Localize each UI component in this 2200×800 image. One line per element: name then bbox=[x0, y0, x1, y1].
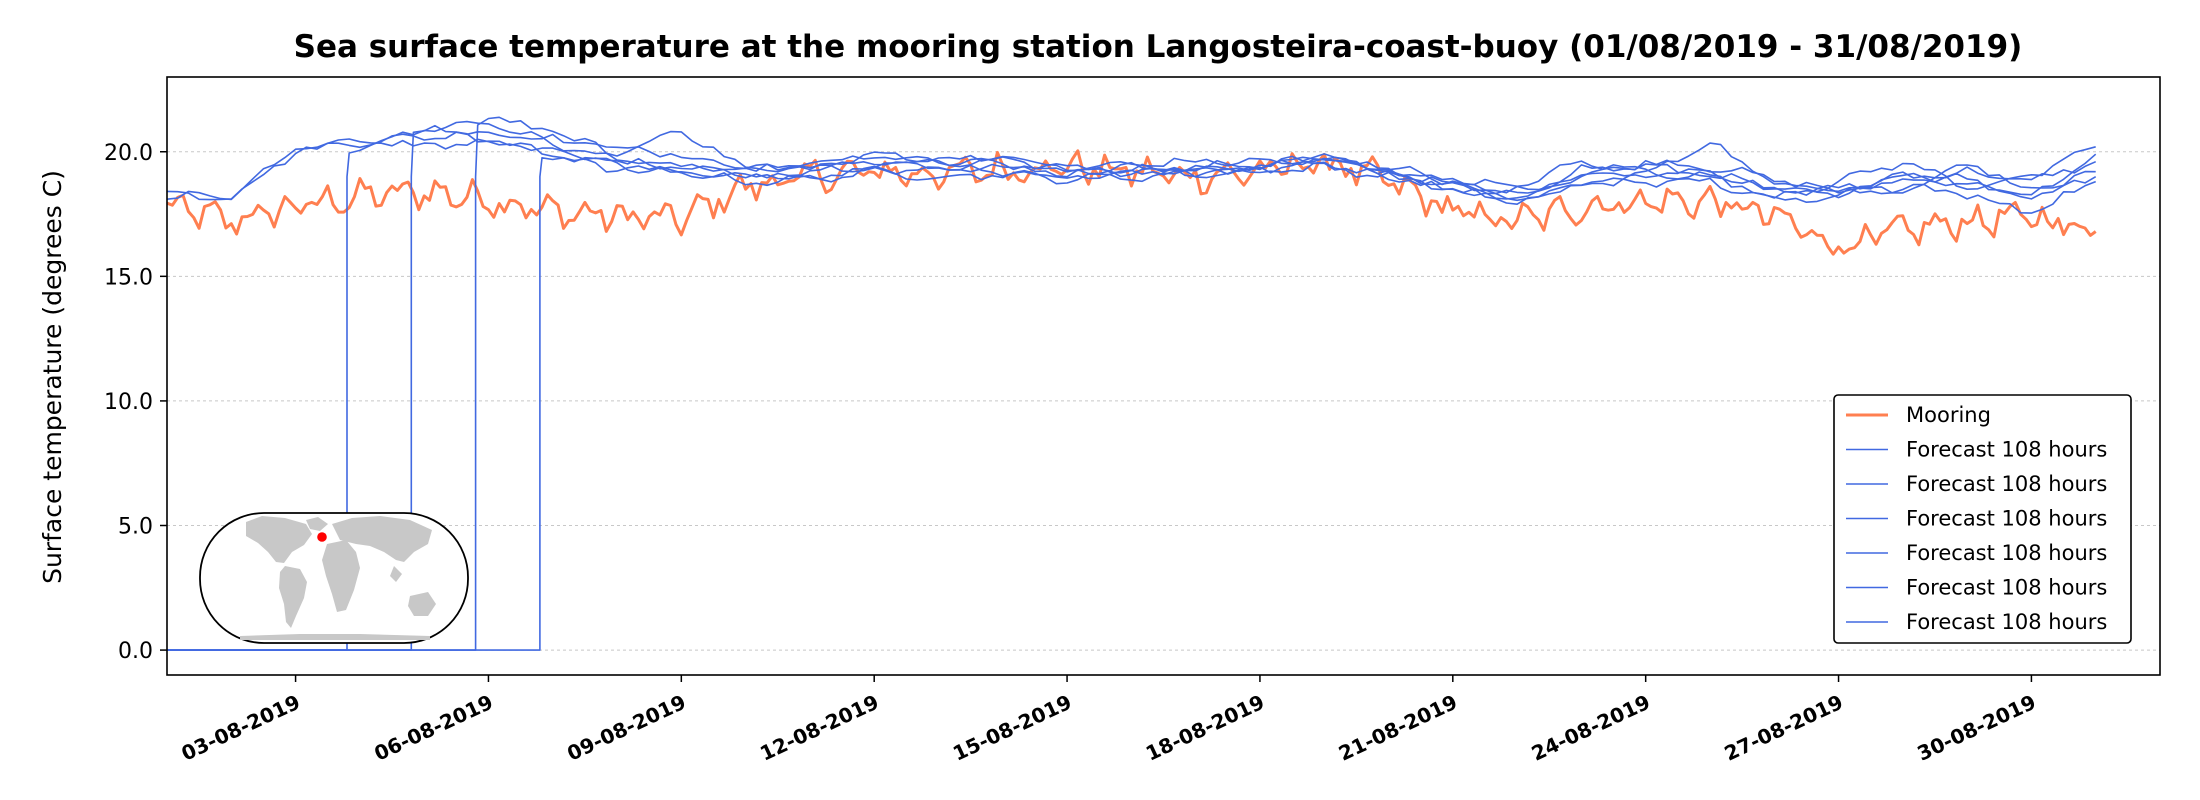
x-tick-label: 30-08-2019 bbox=[1913, 690, 2039, 766]
y-axis-label: Surface temperature (degrees C) bbox=[38, 170, 67, 584]
x-tick-label: 21-08-2019 bbox=[1335, 690, 1461, 766]
legend: Mooring Forecast 108 hours Forecast 108 ho… bbox=[1833, 394, 2132, 644]
mooring-series-line bbox=[166, 149, 2097, 256]
forecast-series-line bbox=[167, 120, 2097, 651]
x-tick-label: 27-08-2019 bbox=[1721, 690, 1847, 766]
forecast-series-line bbox=[167, 116, 2096, 651]
legend-box bbox=[1833, 394, 2132, 644]
legend-entry-label: Forecast 108 hours bbox=[1906, 576, 2107, 600]
x-tick-label: 12-08-2019 bbox=[756, 690, 882, 766]
x-tick-label: 15-08-2019 bbox=[949, 690, 1075, 766]
legend-entry-label: Forecast 108 hours bbox=[1906, 541, 2107, 565]
y-tick-label: 20.0 bbox=[104, 141, 153, 166]
y-tick-label: 15.0 bbox=[104, 265, 153, 290]
legend-entry-label: Mooring bbox=[1906, 403, 1991, 427]
forecast-series-line bbox=[167, 157, 2096, 651]
legend-entry-label: Forecast 108 hours bbox=[1906, 507, 2107, 531]
forecast-series-line bbox=[166, 138, 2097, 201]
plot-frame bbox=[166, 76, 2161, 676]
y-tick-label: 0.0 bbox=[118, 639, 153, 664]
legend-entry-label: Forecast 108 hours bbox=[1906, 472, 2107, 496]
legend-entry-label: Forecast 108 hours bbox=[1906, 438, 2107, 462]
x-tick-label: 09-08-2019 bbox=[563, 690, 689, 766]
y-axis-ticks: 0.0 5.0 10.0 15.0 20.0 bbox=[104, 141, 167, 664]
x-axis-ticks: 03-08-2019 06-08-2019 09-08-2019 12-08-2019… bbox=[178, 675, 2040, 766]
x-tick-label: 06-08-2019 bbox=[370, 690, 496, 766]
continents-shape bbox=[240, 516, 436, 640]
y-tick-label: 5.0 bbox=[118, 515, 153, 540]
chart-title: Sea surface temperature at the mooring s… bbox=[294, 29, 2023, 65]
x-tick-label: 24-08-2019 bbox=[1528, 690, 1654, 766]
x-tick-label: 18-08-2019 bbox=[1142, 690, 1268, 766]
x-tick-label: 03-08-2019 bbox=[178, 690, 304, 766]
station-location-marker bbox=[317, 532, 327, 542]
legend-entry-label: Forecast 108 hours bbox=[1906, 610, 2107, 634]
series-lines bbox=[166, 116, 2097, 651]
y-tick-label: 10.0 bbox=[104, 390, 153, 415]
inset-world-map bbox=[199, 512, 469, 644]
